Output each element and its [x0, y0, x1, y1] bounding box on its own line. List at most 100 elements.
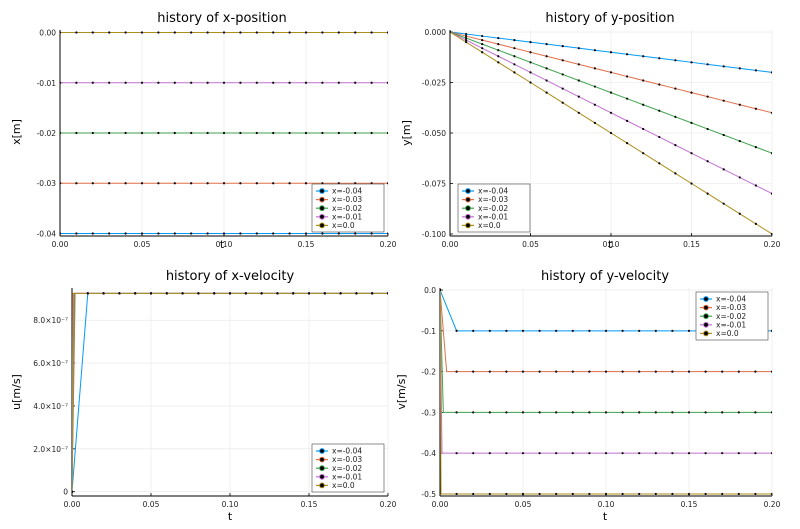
- data-point: [521, 411, 525, 414]
- data-point: [108, 182, 111, 185]
- data-point: [545, 55, 548, 58]
- data-point: [91, 182, 94, 185]
- data-point: [545, 43, 548, 46]
- data-point: [577, 79, 580, 82]
- data-point: [626, 141, 629, 145]
- legend-marker: [703, 296, 709, 302]
- y-tick-label: 0.0: [424, 286, 436, 295]
- data-point: [621, 370, 624, 373]
- x-tick-label: 0.15: [301, 500, 318, 509]
- data-point: [593, 67, 597, 70]
- plot-area: [60, 31, 388, 235]
- data-point: [638, 492, 641, 496]
- data-point: [609, 71, 613, 74]
- data-point: [465, 36, 468, 40]
- plot-title: history of x-velocity: [166, 269, 295, 284]
- data-point: [321, 81, 324, 84]
- data-point: [704, 492, 707, 496]
- data-point: [671, 329, 674, 332]
- data-point: [626, 75, 629, 78]
- data-point: [687, 329, 691, 332]
- data-point: [561, 73, 564, 76]
- x-axis-label: t: [603, 510, 608, 523]
- data-point: [538, 492, 541, 496]
- data-point: [370, 31, 373, 34]
- data-point: [770, 192, 772, 195]
- data-point: [754, 452, 757, 455]
- legend-marker: [319, 473, 325, 480]
- data-point: [561, 87, 564, 90]
- data-point: [658, 83, 661, 86]
- data-point: [288, 182, 291, 185]
- data-point: [754, 107, 758, 110]
- data-point: [239, 182, 242, 185]
- data-point: [222, 31, 226, 34]
- data-point: [157, 81, 160, 84]
- data-point: [690, 91, 693, 94]
- x-tick-label: 0.20: [764, 500, 781, 509]
- data-point: [206, 131, 209, 135]
- data-point: [754, 411, 757, 414]
- y-tick-label: -0.050: [422, 129, 446, 138]
- data-point: [386, 292, 388, 295]
- data-point: [124, 232, 127, 235]
- data-point: [722, 202, 725, 205]
- data-point: [386, 232, 388, 235]
- data-point: [770, 370, 772, 373]
- data-point: [642, 79, 645, 82]
- data-point: [555, 370, 558, 373]
- data-point: [239, 81, 242, 84]
- y-tick-label: -0.03: [37, 179, 57, 188]
- data-point: [521, 492, 525, 496]
- data-point: [292, 292, 295, 295]
- data-point: [529, 71, 532, 74]
- data-point: [75, 232, 78, 235]
- data-point: [638, 370, 641, 373]
- data-point: [386, 31, 388, 34]
- data-point: [642, 103, 645, 106]
- data-point: [323, 292, 326, 295]
- legend-label: x=-0.02: [332, 464, 362, 473]
- data-point: [738, 212, 741, 215]
- data-point: [521, 452, 525, 455]
- data-point: [288, 31, 291, 34]
- data-point: [721, 452, 724, 455]
- legend-label: x=-0.02: [478, 204, 508, 213]
- data-point: [481, 51, 484, 54]
- data-point: [738, 139, 741, 143]
- data-point: [481, 38, 484, 42]
- data-point: [674, 59, 677, 62]
- data-point: [102, 292, 105, 295]
- data-point: [465, 32, 468, 36]
- data-point: [173, 182, 176, 185]
- data-point: [561, 45, 564, 48]
- data-point: [721, 370, 724, 373]
- x-tick-label: 0.05: [134, 240, 151, 249]
- data-point: [555, 452, 558, 455]
- legend-label: x=0.0: [332, 221, 355, 230]
- data-point: [244, 292, 247, 295]
- data-point: [658, 109, 661, 112]
- data-point: [60, 232, 62, 235]
- series-line: [440, 290, 772, 413]
- data-point: [157, 31, 160, 34]
- data-point: [505, 411, 508, 414]
- data-point: [272, 81, 275, 84]
- y-tick-label: 0: [63, 488, 68, 497]
- data-point: [738, 176, 741, 179]
- data-point: [588, 492, 591, 496]
- data-point: [222, 81, 226, 84]
- data-point: [149, 292, 153, 295]
- data-point: [60, 31, 62, 34]
- data-point: [140, 81, 144, 84]
- data-point: [770, 492, 772, 496]
- data-point: [321, 131, 324, 135]
- data-point: [91, 131, 94, 135]
- data-point: [704, 370, 707, 373]
- data-point: [529, 41, 532, 44]
- y-axis-label: v[m/s]: [395, 374, 408, 409]
- data-point: [190, 182, 193, 185]
- data-point: [577, 63, 580, 66]
- data-point: [754, 492, 757, 496]
- data-point: [687, 492, 691, 496]
